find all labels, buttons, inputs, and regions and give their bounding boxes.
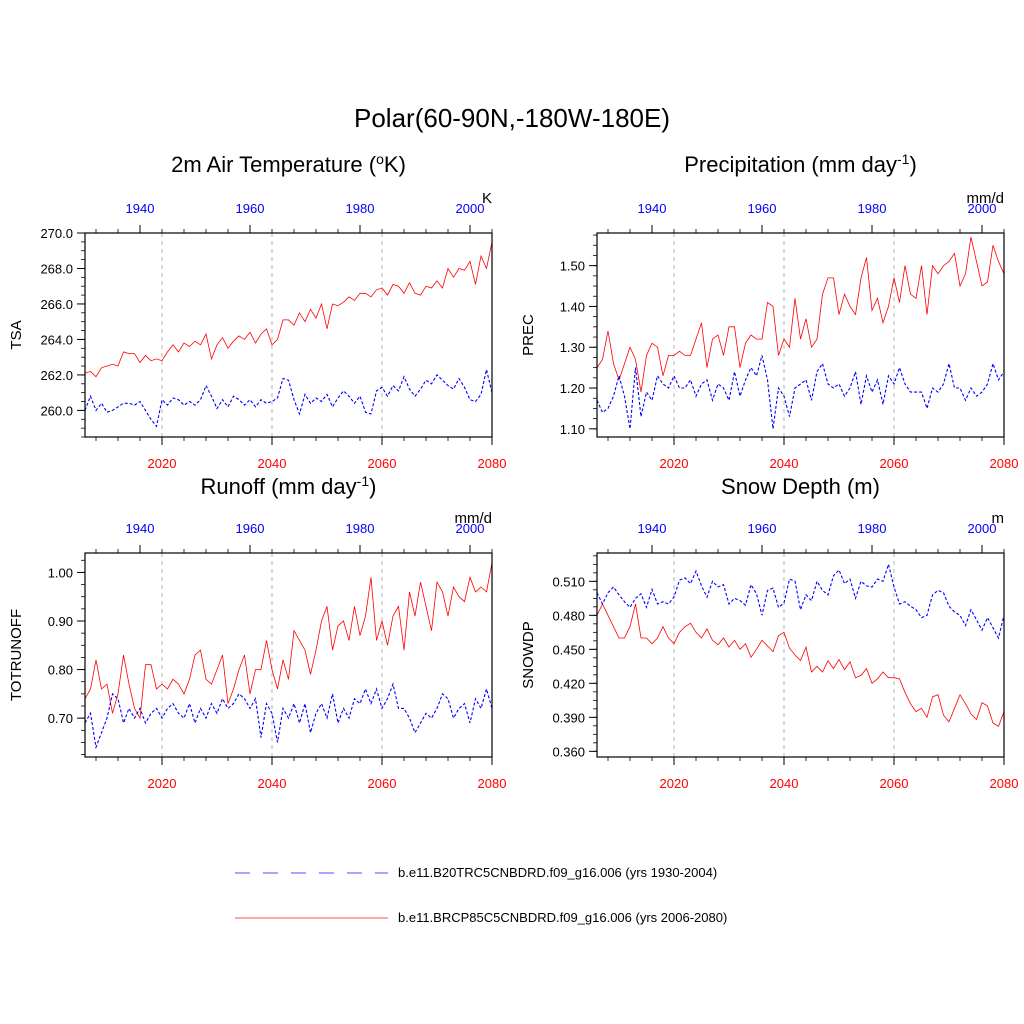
y-tick-label: 1.00 — [48, 565, 73, 580]
y-tick-label: 0.360 — [552, 744, 585, 759]
series-line-future — [84, 562, 493, 720]
x-bottom-tick-label: 2020 — [148, 776, 177, 791]
x-top-tick-label: 2000 — [968, 521, 997, 536]
y-tick-label: 0.80 — [48, 663, 73, 678]
y-axis-label: TSA — [8, 320, 25, 349]
plot-frame — [596, 232, 1005, 438]
x-bottom-tick-label: 2020 — [660, 456, 689, 471]
y-tick-label: 264.0 — [40, 332, 73, 347]
panel-title-superscript: -1 — [897, 151, 910, 167]
plot-frame — [84, 232, 493, 438]
y-tick-label: 1.40 — [560, 299, 585, 314]
y-tick-label: 1.50 — [560, 259, 585, 274]
x-top-tick-label: 1980 — [346, 521, 375, 536]
panel-title-superscript: -1 — [357, 473, 370, 489]
panel-title: Snow Depth (m) — [721, 474, 880, 499]
y-tick-label: 1.30 — [560, 340, 585, 355]
legend: b.e11.B20TRC5CNBDRD.f09_g16.006 (yrs 193… — [235, 865, 727, 925]
series-line-hist — [84, 682, 493, 750]
y-tick-label: 0.390 — [552, 710, 585, 725]
panel-title-main: 2m Air Temperature ( — [171, 152, 377, 177]
x-bottom-tick-label: 2020 — [148, 456, 177, 471]
x-top-tick-label: 1960 — [236, 201, 265, 216]
panel-title-main: Precipitation (mm day — [684, 152, 897, 177]
x-top-tick-label: 1960 — [748, 201, 777, 216]
y-axis-label: SNOWDP — [520, 621, 537, 689]
y-tick-label: 270.0 — [40, 226, 73, 241]
y-tick-label: 262.0 — [40, 368, 73, 383]
x-top-tick-label: 2000 — [456, 521, 485, 536]
series-line-future — [596, 237, 1005, 393]
y-tick-label: 0.70 — [48, 711, 73, 726]
x-bottom-tick-label: 2080 — [478, 776, 507, 791]
y-tick-label: 0.90 — [48, 614, 73, 629]
series-line-hist — [84, 369, 493, 428]
units-label: K — [482, 190, 492, 207]
x-bottom-tick-label: 2040 — [770, 456, 799, 471]
figure-title: Polar(60-90N,-180W-180E) — [354, 103, 670, 133]
panel-title-superscript: o — [376, 151, 384, 167]
x-bottom-tick-label: 2040 — [258, 456, 287, 471]
panel-title-main: Runoff (mm day — [201, 474, 357, 499]
y-tick-label: 0.510 — [552, 574, 585, 589]
panel-title: Runoff (mm day-1) — [201, 473, 377, 499]
x-bottom-tick-label: 2060 — [368, 456, 397, 471]
x-bottom-tick-label: 2060 — [368, 776, 397, 791]
x-bottom-tick-label: 2040 — [770, 776, 799, 791]
y-tick-label: 268.0 — [40, 261, 73, 276]
panel-title: 2m Air Temperature (oK) — [171, 151, 406, 177]
x-top-tick-label: 2000 — [456, 201, 485, 216]
units-label: mm/d — [967, 190, 1005, 207]
x-bottom-tick-label: 2080 — [478, 456, 507, 471]
y-axis-label: TOTRUNOFF — [8, 609, 25, 701]
series-line-hist — [596, 562, 1005, 640]
y-tick-label: 0.480 — [552, 608, 585, 623]
panel-snowdp: Snow Depth (m) m SNOWDP 2020 2040 2060 2080 194… — [520, 474, 1018, 791]
x-top-tick-label: 1940 — [638, 521, 667, 536]
x-bottom-tick-label: 2080 — [990, 456, 1019, 471]
panel-totrunoff: Runoff (mm day-1) mm/d TOTRUNOFF 2020 2040 20… — [8, 473, 506, 791]
x-top-tick-label: 1940 — [638, 201, 667, 216]
panel-prec: Precipitation (mm day-1) mm/d PREC 2020 2040… — [520, 151, 1018, 471]
x-bottom-tick-label: 2080 — [990, 776, 1019, 791]
x-top-tick-label: 1940 — [126, 201, 155, 216]
y-axis-label: PREC — [520, 314, 537, 356]
x-top-tick-label: 1980 — [346, 201, 375, 216]
x-top-tick-label: 1980 — [858, 521, 887, 536]
legend-label-hist: b.e11.B20TRC5CNBDRD.f09_g16.006 (yrs 193… — [398, 865, 717, 880]
panel-title-end: ) — [369, 474, 376, 499]
x-bottom-tick-label: 2040 — [258, 776, 287, 791]
y-tick-label: 0.450 — [552, 642, 585, 657]
units-label: mm/d — [455, 510, 493, 527]
panel-title-end: ) — [909, 152, 916, 177]
x-bottom-tick-label: 2060 — [880, 456, 909, 471]
x-top-tick-label: 2000 — [968, 201, 997, 216]
units-label: m — [992, 510, 1005, 527]
y-tick-label: 0.420 — [552, 676, 585, 691]
series-line-hist — [596, 355, 1005, 429]
panel-title: Precipitation (mm day-1) — [684, 151, 917, 177]
legend-label-future: b.e11.BRCP85C5CNBDRD.f09_g16.006 (yrs 20… — [398, 910, 727, 925]
panel-title-main: Snow Depth (m) — [721, 474, 880, 499]
x-top-tick-label: 1980 — [858, 201, 887, 216]
panel-tsa: 2m Air Temperature (oK) K TSA 2020 2040 2060 2… — [8, 151, 506, 471]
y-tick-label: 1.10 — [560, 422, 585, 437]
y-tick-label: 260.0 — [40, 403, 73, 418]
series-line-future — [596, 603, 1005, 727]
x-top-tick-label: 1960 — [748, 521, 777, 536]
x-top-tick-label: 1960 — [236, 521, 265, 536]
plot-frame — [84, 552, 493, 758]
series-line-future — [84, 241, 493, 378]
x-top-tick-label: 1940 — [126, 521, 155, 536]
plot-frame — [596, 552, 1005, 758]
panels: 2m Air Temperature (oK) K TSA 2020 2040 2060 2… — [8, 151, 1018, 791]
panel-title-end: K) — [384, 152, 406, 177]
y-tick-label: 1.20 — [560, 381, 585, 396]
x-bottom-tick-label: 2020 — [660, 776, 689, 791]
y-tick-label: 266.0 — [40, 297, 73, 312]
x-bottom-tick-label: 2060 — [880, 776, 909, 791]
